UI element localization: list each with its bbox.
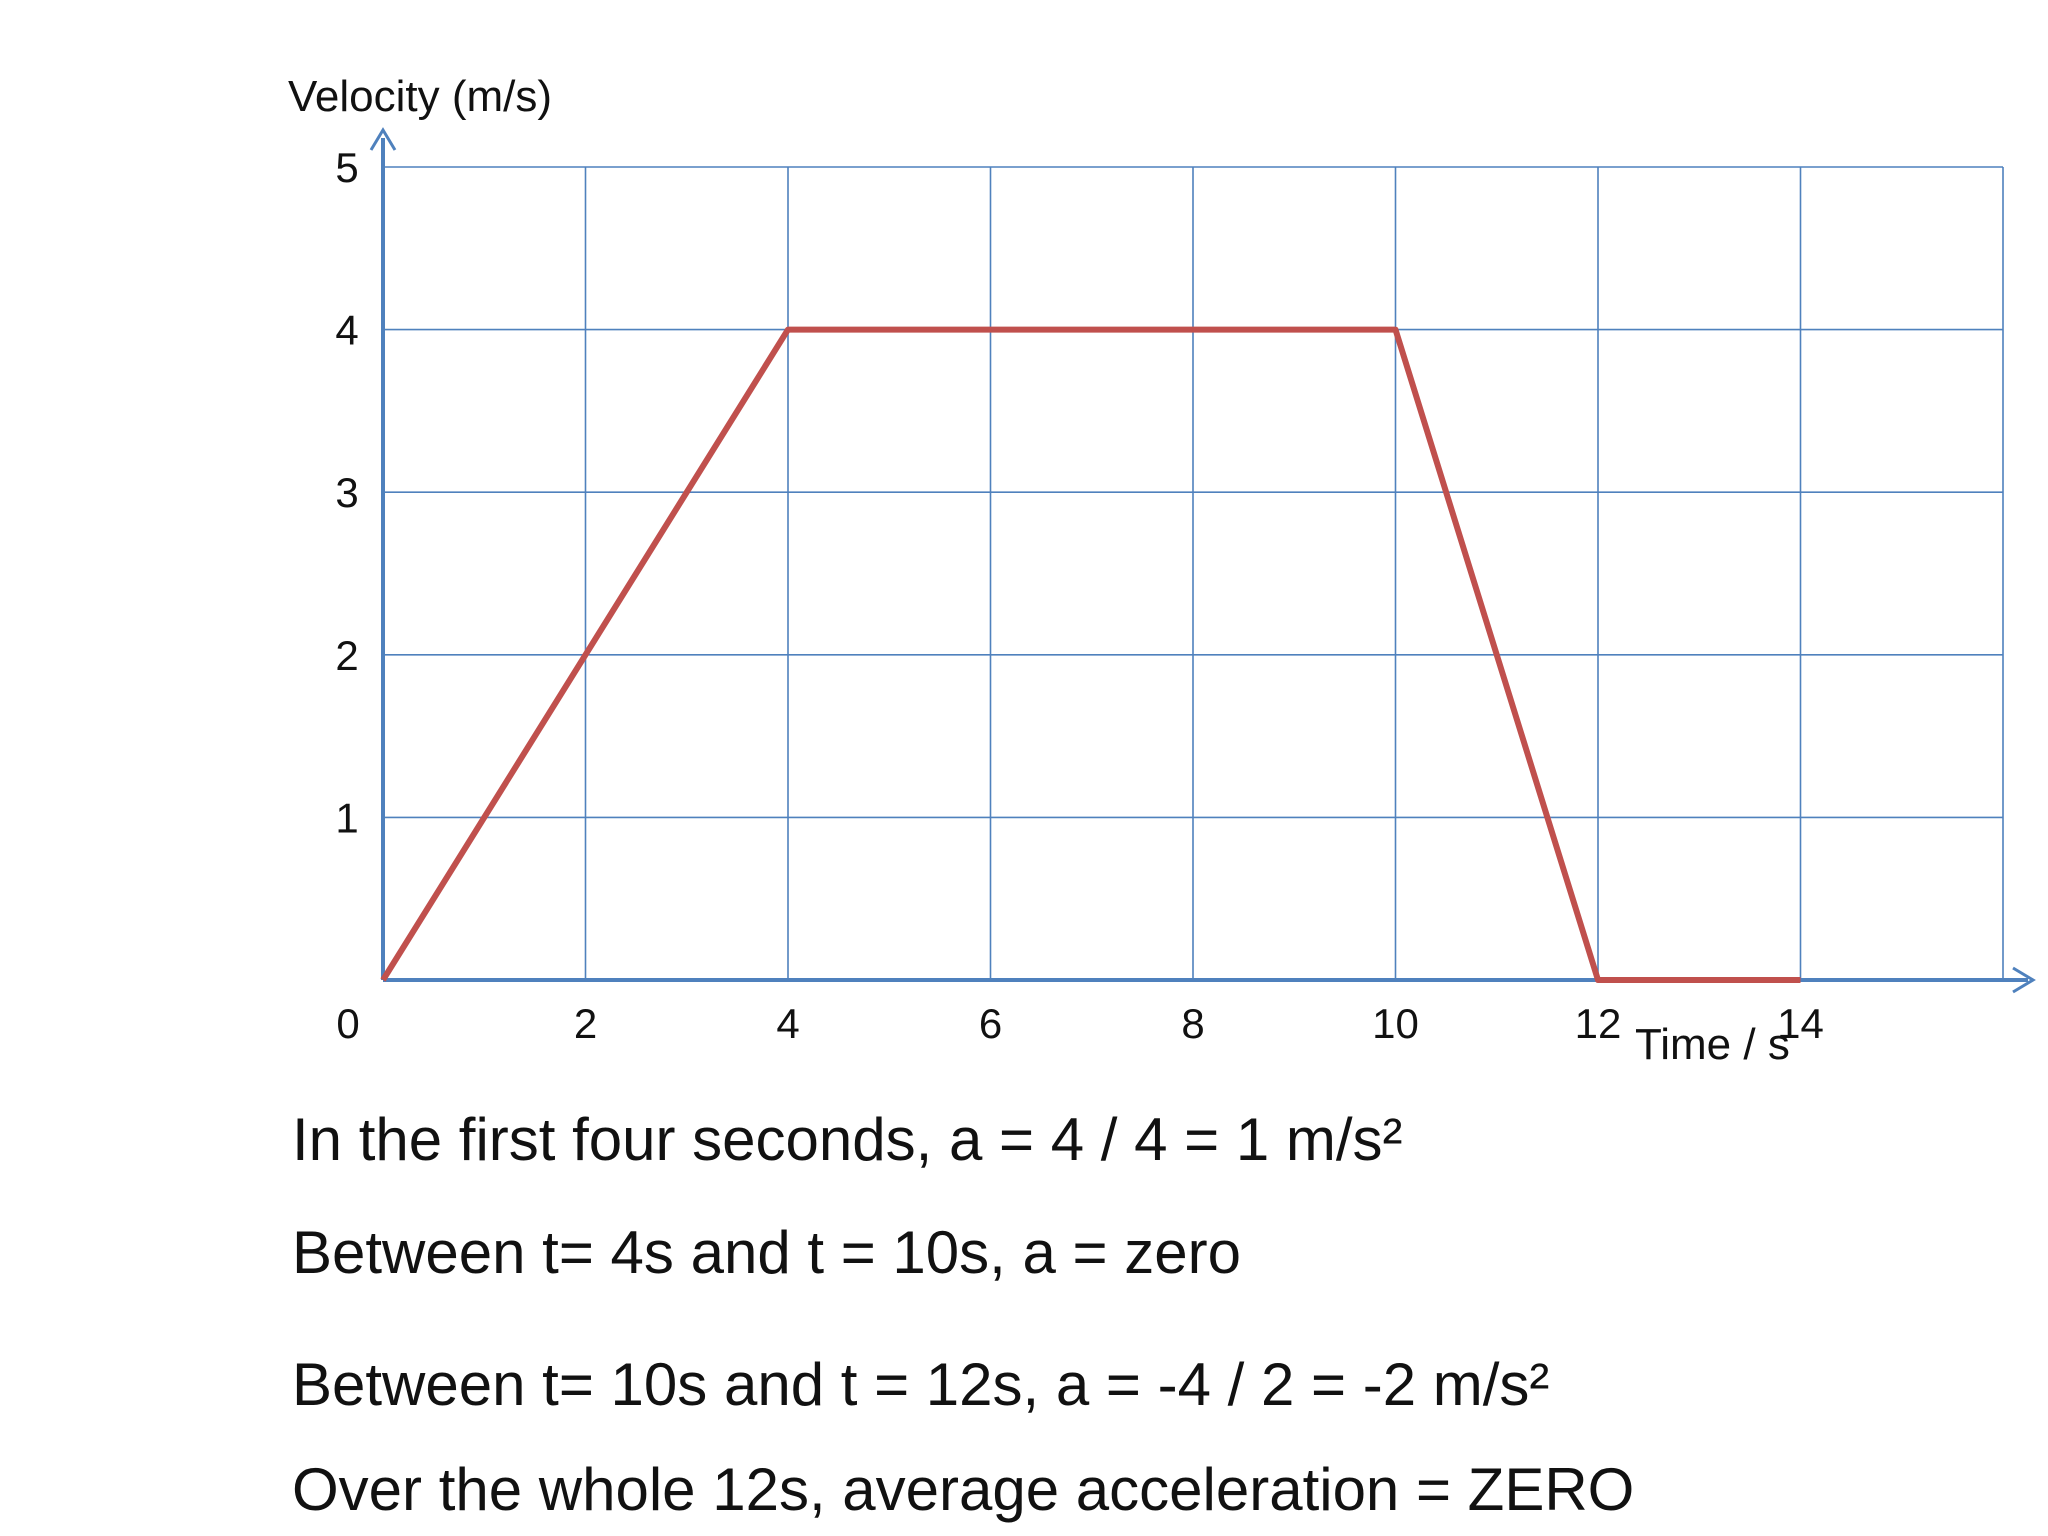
y-tick-label-2: 2 [335,632,358,679]
grid [383,166,2004,980]
x-tick-label-8: 8 [1181,1000,1204,1047]
y-tick-label-3: 3 [335,469,358,516]
x-tick-label-6: 6 [979,1000,1002,1047]
x-tick-label-10: 10 [1372,1000,1419,1047]
series [380,326,1801,983]
x-tick-label-0: 0 [336,1000,359,1047]
note-between-4-and-10: Between t= 4s and t = 10s, a = zero [292,1219,1241,1286]
y-tick-label-1: 1 [335,794,358,841]
x-tick-label-12: 12 [1575,1000,1622,1047]
y-tick-label-4: 4 [335,307,358,354]
y-axis-title: Velocity (m/s) [288,72,553,121]
y-tick-label-5: 5 [335,144,358,191]
note-first-four-seconds: In the first four seconds, a = 4 / 4 = 1… [292,1106,1403,1173]
x-tick-label-2: 2 [574,1000,597,1047]
y-axis-arrow [369,127,397,151]
x-axis-title: Time / s [1635,1020,1790,1069]
note-average-acceleration: Over the whole 12s, average acceleration… [292,1456,1635,1523]
x-axis-arrow [2012,966,2036,994]
axes [369,127,2036,994]
note-between-10-and-12: Between t= 10s and t = 12s, a = -4 / 2 =… [292,1351,1550,1418]
x-tick-label-14: 14 [1777,1000,1824,1047]
x-tick-label-4: 4 [776,1000,799,1047]
